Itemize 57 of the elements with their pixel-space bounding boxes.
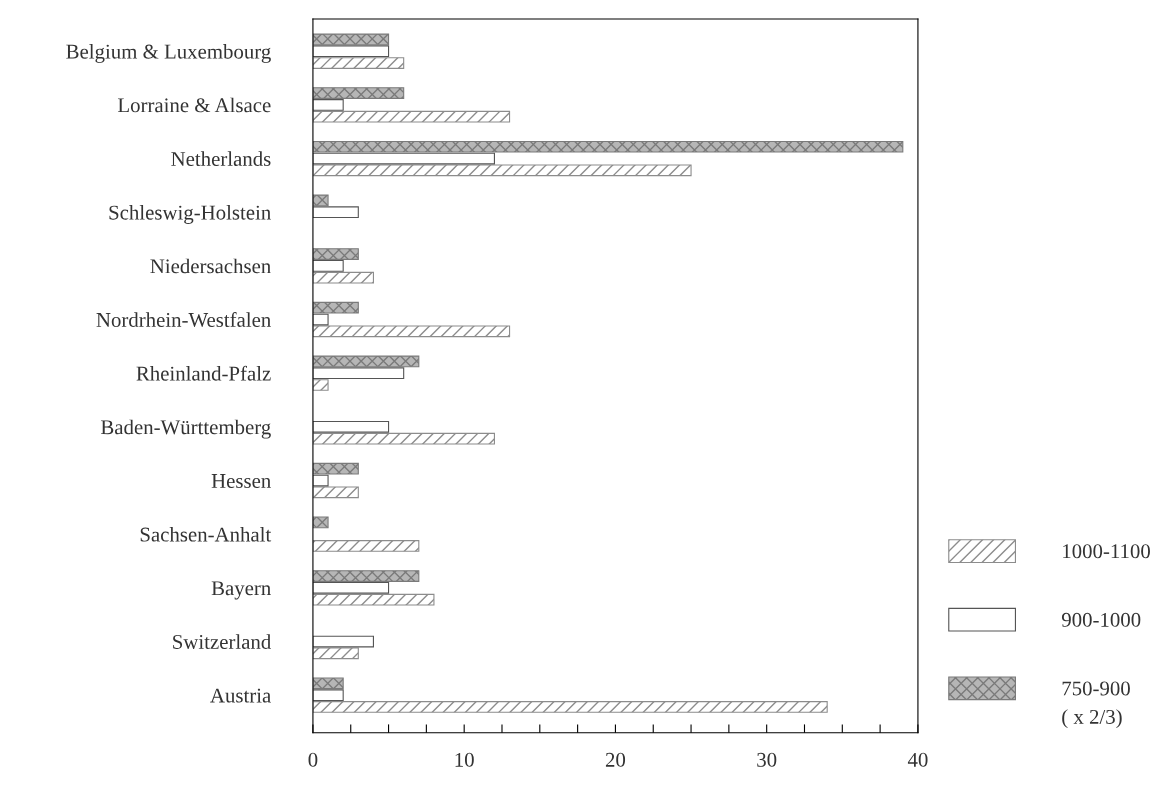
bar	[312, 45, 390, 58]
y-tick-label: Belgium & Luxembourg	[66, 44, 271, 63]
y-tick-label: Sachsen-Anhalt	[140, 526, 272, 542]
y-tick-label: Switzerland	[173, 634, 272, 649]
y-tick-label: Bayern	[211, 581, 271, 600]
y-tick-label: Austria	[210, 688, 271, 703]
bar	[312, 110, 511, 123]
bar	[312, 99, 344, 111]
bar	[312, 367, 405, 380]
bar	[312, 474, 329, 487]
bar	[312, 140, 904, 153]
y-tick-label: Niedersachsen	[150, 258, 271, 274]
bar	[312, 87, 405, 99]
bar	[312, 420, 390, 433]
y-tick-label: Netherlands	[171, 151, 271, 166]
bar	[312, 164, 692, 177]
bar	[312, 581, 390, 594]
bar	[312, 462, 359, 475]
bar	[312, 516, 329, 529]
bar	[312, 432, 495, 445]
bar	[312, 260, 344, 272]
y-tick-label: Schleswig-Holstein	[109, 204, 271, 224]
x-tick-label: 40	[907, 752, 928, 767]
bar	[312, 194, 329, 207]
x-tick-label: 20	[605, 752, 626, 767]
bar	[312, 647, 359, 660]
bar	[312, 689, 344, 702]
x-tick-label: 30	[757, 752, 777, 767]
bar	[312, 325, 511, 338]
y-tick-label: Lorraine & Alsace	[117, 97, 271, 113]
bar	[312, 570, 420, 582]
x-tick-label: 10	[455, 752, 474, 767]
bar	[312, 271, 374, 284]
bar	[312, 540, 420, 552]
bar	[312, 313, 329, 326]
y-tick-label: Hessen	[211, 474, 271, 488]
bar	[312, 57, 405, 69]
x-tick-label: 0	[308, 752, 318, 767]
bar	[312, 248, 359, 260]
bar	[312, 635, 374, 648]
y-tick-label: Nordrhein-Westfalen	[96, 312, 271, 328]
text: ( x 2/3)	[1062, 709, 1122, 729]
bar	[312, 701, 828, 713]
bar	[312, 379, 329, 391]
bar	[312, 355, 420, 368]
y-tick-label: Baden-Württemberg	[101, 419, 271, 439]
legend-label: 1000-1100	[1063, 544, 1150, 559]
bar	[312, 206, 359, 219]
bar	[312, 33, 390, 46]
bar	[312, 301, 359, 314]
legend-label: 750-900	[1062, 681, 1130, 696]
bar	[312, 593, 435, 606]
legend-label: 900-1000	[1061, 612, 1141, 627]
bar	[312, 677, 344, 690]
bar	[312, 152, 495, 165]
bar	[312, 486, 359, 499]
y-tick-label: Rheinland-Pfalz	[136, 365, 271, 381]
